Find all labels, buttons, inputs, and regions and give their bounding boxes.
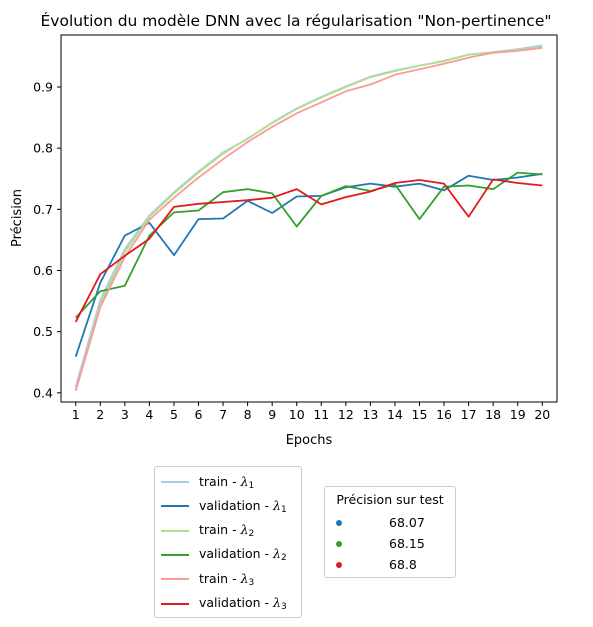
series-legend: train - λ1 validation - λ1 train - λ2 valid…: [154, 466, 302, 618]
chart-title: Évolution du modèle DNN avec la régulari…: [41, 11, 552, 30]
x-tick-label: 13: [362, 407, 378, 422]
x-tick-label: 5: [170, 407, 178, 422]
x-tick-label: 9: [268, 407, 276, 422]
x-tick-label: 12: [338, 407, 354, 422]
y-tick-label: 0.8: [33, 141, 53, 156]
y-tick-label: 0.5: [33, 324, 53, 339]
legend-entry: train - λ1: [155, 472, 301, 492]
x-tick-label: 20: [534, 407, 550, 422]
test-legend-value: 68.8: [389, 557, 417, 572]
legend-line-swatch: [161, 529, 189, 532]
x-tick-label: 2: [96, 407, 104, 422]
legend-entry: validation - λ3: [155, 594, 301, 614]
y-axis: 0.4 0.5 0.6 0.7 0.8 0.9: [33, 79, 61, 400]
test-legend-marker: [336, 520, 342, 526]
legend-line-swatch: [161, 578, 189, 581]
test-legend-marker: [336, 562, 342, 568]
series-line-3: [74, 45, 543, 391]
legend-entry: validation - λ2: [155, 545, 301, 565]
test-accuracy-legend: Précision sur test 68.07 68.15 68.8: [324, 486, 456, 578]
series-line-4: [75, 171, 543, 319]
x-tick-label: 14: [387, 407, 403, 422]
x-tick-label: 8: [244, 407, 252, 422]
series-line-2: [74, 172, 543, 357]
legend-line-swatch: [161, 553, 189, 556]
x-tick-label: 4: [145, 407, 153, 422]
y-tick-label: 0.9: [33, 79, 53, 94]
legend-label: train - λ3: [199, 570, 255, 588]
y-axis-label: Précision: [10, 189, 25, 247]
legend-label: validation - λ2: [199, 546, 287, 564]
test-legend-value: 68.15: [389, 536, 425, 551]
legend-line-swatch: [161, 505, 189, 508]
series-line-1: [74, 44, 543, 387]
x-tick-label: 17: [461, 407, 477, 422]
x-tick-label: 11: [313, 407, 329, 422]
x-tick-label: 15: [412, 407, 428, 422]
x-tick-label: 10: [289, 407, 305, 422]
legend-entry: train - λ2: [155, 521, 301, 541]
x-tick-label: 19: [510, 407, 526, 422]
x-tick-label: 6: [195, 407, 203, 422]
x-axis-label: Epochs: [286, 433, 333, 448]
x-tick-label: 1: [72, 407, 80, 422]
plot-area: [60, 34, 558, 403]
series-line-6: [74, 178, 543, 323]
test-legend-value: 68.07: [389, 515, 425, 530]
x-tick-label: 18: [485, 407, 501, 422]
legend-entry: train - λ3: [155, 569, 301, 589]
legend-line-swatch: [161, 602, 189, 605]
legend-label: train - λ1: [199, 473, 255, 491]
legend-label: validation - λ3: [199, 595, 287, 612]
series-lines: [74, 44, 543, 392]
y-tick-label: 0.7: [33, 202, 53, 217]
y-tick-label: 0.4: [33, 385, 53, 400]
legend-label: validation - λ1: [199, 497, 287, 515]
x-tick-label: 16: [436, 407, 452, 422]
x-tick-label: 3: [121, 407, 129, 422]
legend-entry: validation - λ1: [155, 496, 301, 516]
x-tick-label: 7: [219, 407, 227, 422]
test-legend-title: Précision sur test: [336, 492, 444, 507]
legend-label: train - λ2: [199, 522, 255, 540]
series-line-5: [74, 46, 543, 392]
test-legend-marker: [336, 541, 342, 547]
x-axis: 1 2 3 4 5 6 7 8 9 10 11 12 13 14 15 16 17 18 19 20: [72, 402, 550, 422]
legend-line-swatch: [161, 481, 189, 483]
y-tick-label: 0.6: [33, 263, 53, 278]
